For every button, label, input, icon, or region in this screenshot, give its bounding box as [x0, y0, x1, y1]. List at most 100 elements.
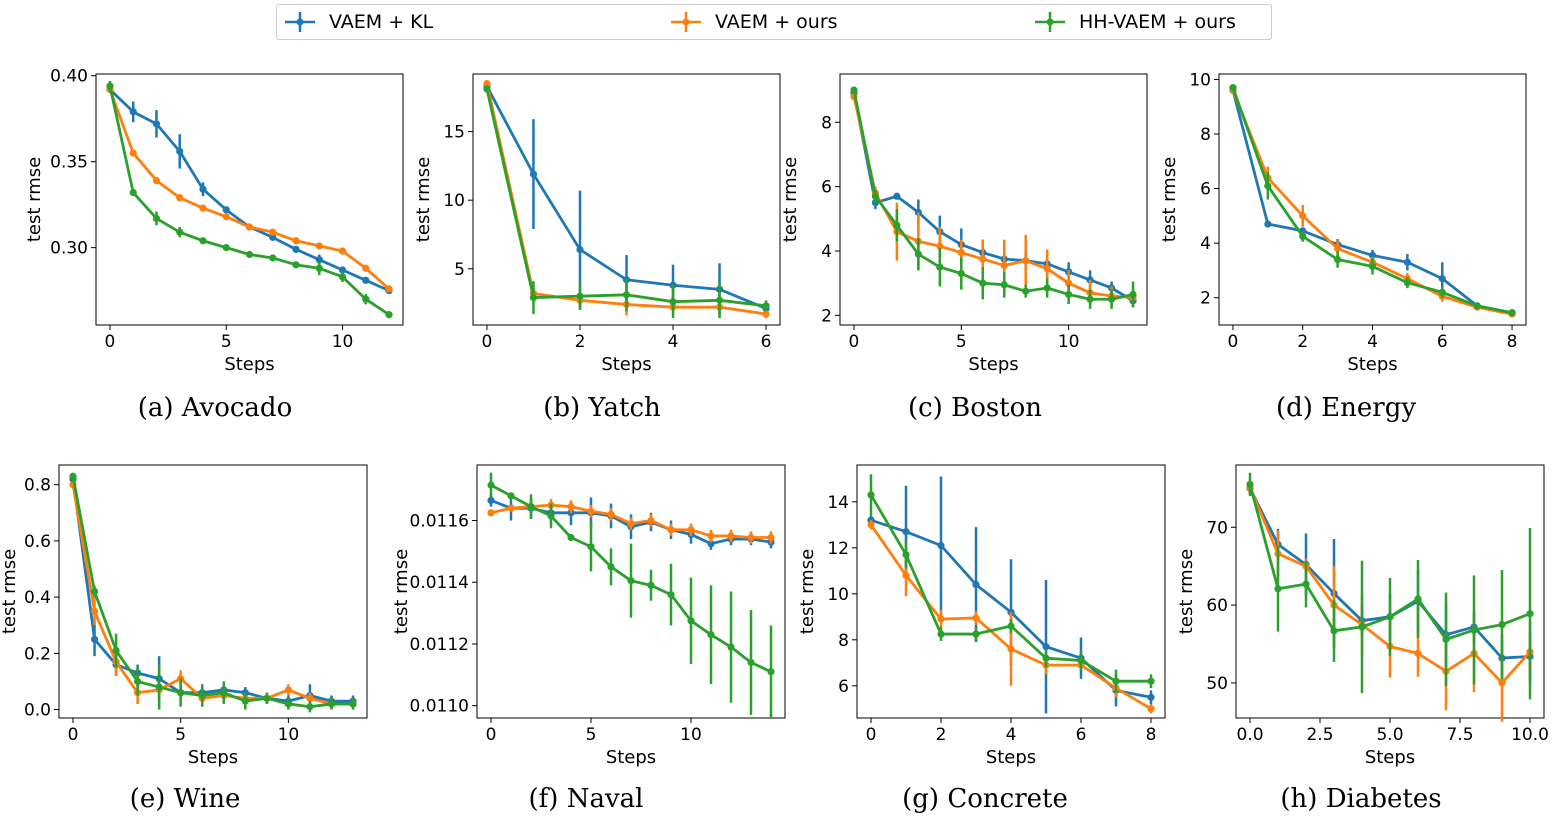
- x-tick-label: 5: [221, 332, 232, 352]
- data-point: [607, 563, 615, 571]
- data-point: [627, 520, 635, 528]
- series-line: [852, 93, 1134, 303]
- series-vaem-ours: [867, 520, 1155, 714]
- x-tick-label: 6: [761, 332, 772, 352]
- series-hh-vaem-ours: [867, 474, 1155, 693]
- data-point: [90, 587, 99, 596]
- data-point: [902, 528, 910, 536]
- data-point: [667, 526, 675, 534]
- data-point: [957, 269, 965, 278]
- data-point: [607, 510, 615, 518]
- data-point: [529, 170, 538, 178]
- chart-panel-3: 0 5 10 2 4 6 8 Steps test rmse (c) Boston: [780, 73, 1148, 423]
- data-point: [914, 250, 922, 258]
- subfigure-caption: (g) Concrete: [902, 784, 1068, 814]
- data-point: [957, 248, 965, 257]
- y-tick-label: 10: [443, 191, 465, 211]
- data-point: [1442, 635, 1450, 643]
- data-point: [315, 242, 323, 250]
- data-point: [937, 615, 945, 623]
- y-tick-label: 14: [827, 493, 849, 513]
- y-tick-label: 0.4: [24, 588, 51, 608]
- x-tick-label: 10.0: [1511, 725, 1549, 745]
- series-line: [71, 484, 353, 706]
- data-point: [627, 577, 635, 585]
- data-point: [979, 279, 987, 287]
- subfigure-caption: (a) Avocado: [138, 393, 292, 423]
- x-tick-label: 10: [278, 725, 300, 745]
- legend-item-vaem-kl: VAEM + KL: [283, 5, 433, 39]
- data-point: [529, 293, 538, 302]
- x-axis-label: Steps: [606, 747, 656, 768]
- x-tick-label: 4: [1006, 725, 1017, 745]
- data-point: [1438, 275, 1446, 283]
- data-point: [134, 677, 142, 686]
- data-point: [199, 185, 207, 193]
- data-point: [871, 192, 880, 200]
- x-tick-label: 0: [486, 725, 497, 745]
- data-point: [647, 516, 655, 525]
- subfigure-caption: (e) Wine: [130, 784, 241, 814]
- data-point: [867, 491, 875, 499]
- y-tick-label: 8: [1200, 125, 1211, 145]
- data-point: [1000, 261, 1008, 270]
- x-tick-label: 10: [680, 725, 702, 745]
- data-point: [936, 263, 944, 271]
- data-point: [576, 245, 584, 254]
- subfigure-caption: (c) Boston: [908, 393, 1042, 423]
- data-point: [687, 617, 695, 625]
- x-tick-label: 0: [866, 725, 877, 745]
- x-axis-label: Steps: [968, 354, 1018, 375]
- data-point: [385, 311, 393, 319]
- data-point: [241, 697, 249, 705]
- data-point: [1007, 645, 1015, 653]
- data-point: [338, 266, 347, 274]
- legend-label-vaem-kl: VAEM + KL: [329, 11, 434, 33]
- data-point: [893, 192, 901, 200]
- axes-frame: [95, 73, 404, 326]
- y-tick-label: 10: [827, 585, 849, 605]
- data-point: [198, 691, 206, 700]
- axes-frame: [1218, 73, 1527, 326]
- x-tick-label: 0: [1228, 332, 1239, 352]
- data-point: [1526, 610, 1534, 618]
- axes-frame: [839, 73, 1148, 326]
- y-axis-label: test rmse: [780, 157, 801, 242]
- data-point: [1042, 643, 1050, 651]
- x-tick-label: 8: [1507, 332, 1518, 352]
- data-point: [707, 540, 715, 548]
- data-point: [69, 472, 77, 480]
- data-point: [1077, 656, 1085, 665]
- data-point: [669, 298, 677, 306]
- series-vaem-ours: [106, 85, 393, 293]
- data-point: [1403, 279, 1411, 287]
- data-point: [972, 630, 980, 638]
- data-point: [902, 571, 910, 580]
- y-tick-label: 0.0: [24, 701, 51, 721]
- data-point: [587, 507, 595, 515]
- axes-frame: [476, 464, 786, 719]
- y-tick-label: 2: [1200, 289, 1211, 309]
- data-point: [867, 521, 875, 529]
- y-tick-label: 2: [821, 306, 832, 326]
- series-line: [852, 89, 1134, 301]
- data-point: [1334, 245, 1342, 253]
- data-point: [1112, 677, 1120, 685]
- data-point: [587, 543, 595, 551]
- data-point: [338, 273, 347, 281]
- data-point: [707, 631, 715, 639]
- x-axis-label: Steps: [1365, 747, 1415, 768]
- y-axis-label: test rmse: [797, 549, 818, 634]
- data-point: [1043, 265, 1051, 273]
- y-tick-label: 4: [1200, 234, 1211, 254]
- x-tick-label: 5: [175, 725, 186, 745]
- data-point: [152, 120, 161, 128]
- x-tick-label: 2: [575, 332, 586, 352]
- series-hh-vaem-ours: [850, 86, 1137, 309]
- y-tick-label: 0.35: [50, 153, 88, 173]
- series-line: [1231, 87, 1513, 315]
- series-hh-vaem-ours: [69, 472, 357, 713]
- data-point: [937, 541, 945, 550]
